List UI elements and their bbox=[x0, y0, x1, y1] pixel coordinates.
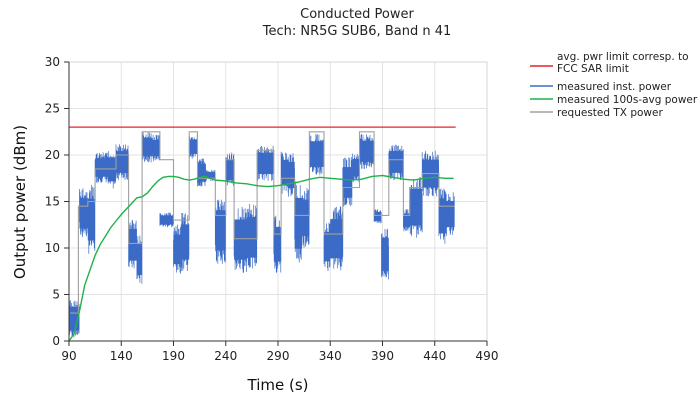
inst-power-burst-15 bbox=[205, 170, 216, 181]
axes: 90 140 190 240 290 340 390 440 490 0 5 10 15 20 25 30 bbox=[45, 55, 499, 363]
y-tick-label-20: 20 bbox=[45, 148, 60, 162]
x-tick-label-140: 140 bbox=[110, 349, 133, 363]
x-tick-label-490: 490 bbox=[476, 349, 499, 363]
chart-title: Conducted Power bbox=[300, 7, 414, 22]
inst-power-burst-25 bbox=[301, 188, 310, 248]
inst-power-burst-22 bbox=[280, 151, 289, 194]
legend-label-line-1: avg. pwr limit corresp. to bbox=[557, 51, 689, 63]
legend-label-0: avg. pwr limit corresp. to FCC SAR limit bbox=[557, 51, 689, 75]
inst-power-burst-1 bbox=[79, 188, 88, 238]
legend-label-3: requested TX power bbox=[557, 107, 663, 119]
x-axis-label: Time (s) bbox=[247, 376, 309, 394]
legend-label-1: measured inst. power bbox=[557, 81, 672, 93]
y-tick-label-30: 30 bbox=[45, 55, 60, 69]
x-tick-label-440: 440 bbox=[423, 349, 446, 363]
inst-power-burst-12 bbox=[180, 213, 190, 272]
inst-power-burst-4 bbox=[107, 151, 117, 189]
x-tick-label-290: 290 bbox=[267, 349, 290, 363]
x-tick-label-340: 340 bbox=[319, 349, 342, 363]
legend-label-2: measured 100s-avg power bbox=[557, 94, 698, 106]
inst-power-burst-21 bbox=[273, 215, 282, 273]
inst-power-burst-7 bbox=[136, 235, 143, 284]
inst-power-burst-30 bbox=[351, 153, 360, 182]
inst-power-burst-38 bbox=[438, 188, 447, 244]
y-tick-label-25: 25 bbox=[45, 102, 60, 116]
legend-label-line-2: FCC SAR limit bbox=[557, 63, 629, 75]
inst-power-burst-2 bbox=[87, 184, 96, 254]
inst-power-burst-39 bbox=[445, 192, 455, 236]
x-tick-label-390: 390 bbox=[371, 349, 394, 363]
y-tick-label-15: 15 bbox=[45, 195, 60, 209]
chart-subtitle: Tech: NR5G SUB6, Band n 41 bbox=[262, 24, 452, 39]
inst-power-burst-11 bbox=[173, 224, 181, 274]
inst-power-burst-35 bbox=[403, 209, 410, 232]
inst-power-burst-16 bbox=[214, 199, 226, 264]
inst-power-burst-31 bbox=[359, 133, 375, 169]
inst-power-burst-32 bbox=[373, 209, 382, 224]
y-tick-label-10: 10 bbox=[45, 241, 60, 255]
inst-power-burst-27 bbox=[323, 222, 331, 271]
x-tick-label-240: 240 bbox=[214, 349, 237, 363]
inst-power-burst-37 bbox=[421, 150, 440, 197]
x-tick-label-190: 190 bbox=[162, 349, 185, 363]
y-tick-label-5: 5 bbox=[52, 288, 60, 302]
inst-power-burst-9 bbox=[152, 134, 160, 161]
y-axis-label: Output power (dBm) bbox=[11, 125, 29, 279]
legend: avg. pwr limit corresp. to FCC SAR limit m… bbox=[530, 51, 698, 119]
x-tick-label-90: 90 bbox=[61, 349, 76, 363]
inst-power-burst-24 bbox=[294, 181, 303, 263]
inst-power-burst-33 bbox=[381, 228, 389, 280]
inst-power-burst-10 bbox=[159, 212, 174, 228]
inst-power-burst-28 bbox=[329, 206, 344, 271]
y-tick-label-0: 0 bbox=[52, 334, 60, 348]
inst-power-burst-29 bbox=[342, 156, 353, 207]
plot-data bbox=[68, 126, 456, 342]
series-measured-100s-avg-power bbox=[68, 174, 454, 342]
series-requested-tx-power bbox=[70, 131, 455, 314]
